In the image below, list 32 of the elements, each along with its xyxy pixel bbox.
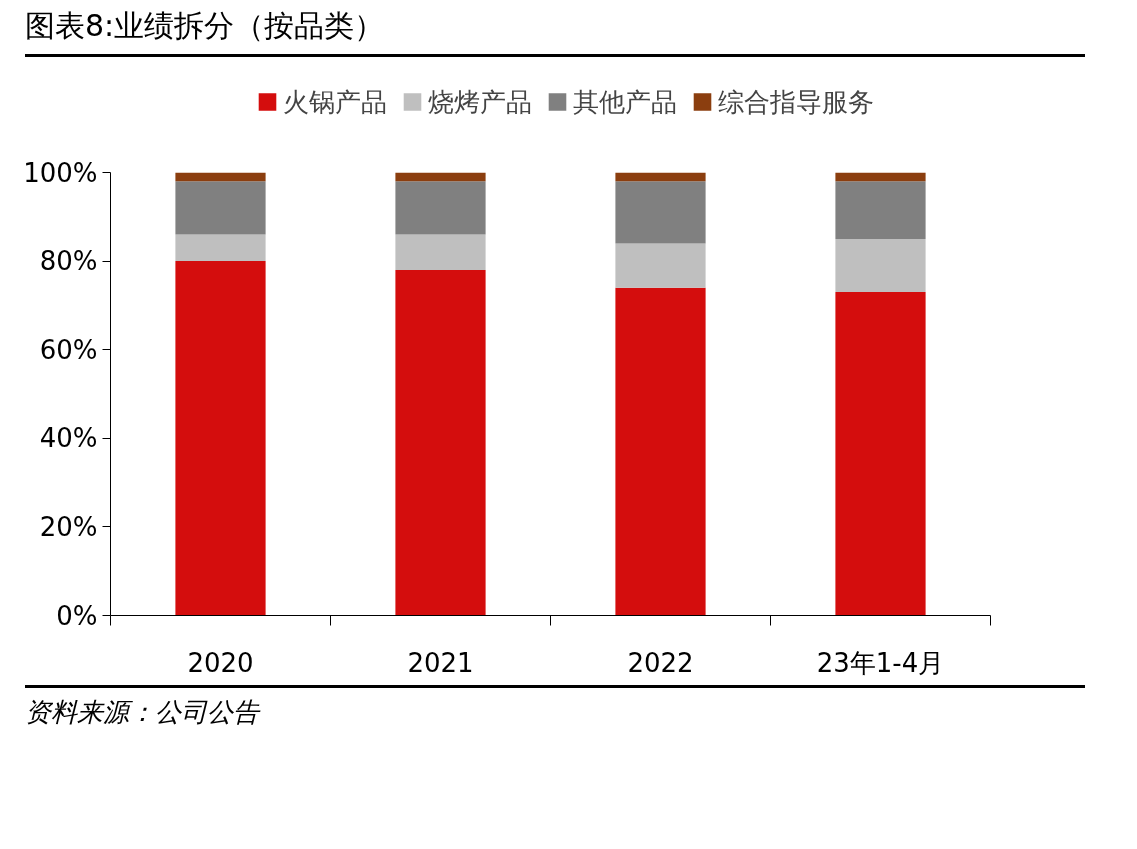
bar [175, 234, 266, 261]
bar [395, 172, 486, 182]
bar [615, 287, 706, 616]
y-tick-label: 0% [56, 600, 98, 631]
legend-label: 烧烤产品 [428, 85, 532, 119]
y-tick-label: 40% [39, 423, 98, 454]
legend-label: 其他产品 [573, 85, 677, 119]
bar [615, 181, 706, 244]
y-tick-label: 60% [39, 334, 98, 365]
x-tick-label: 2020 [187, 647, 254, 678]
bar [395, 234, 486, 270]
legend-label: 火锅产品 [283, 85, 387, 119]
bar [175, 181, 266, 235]
x-tick-label: 23年1-4月 [816, 647, 945, 678]
x-tick-label: 2021 [407, 647, 474, 678]
text: 资料来源：公司公告 [25, 695, 259, 729]
y-tick-label: 20% [39, 511, 98, 542]
y-tick-label: 80% [39, 245, 98, 276]
y-tick-label: 100% [23, 157, 98, 188]
bar [835, 238, 926, 292]
chart-title: 图表8:业绩拆分（按品类） [25, 7, 385, 45]
bar [175, 172, 266, 182]
bar [615, 243, 706, 288]
bar [835, 181, 926, 239]
x-tick-label: 2022 [627, 647, 694, 678]
bar [615, 172, 706, 182]
legend-label: 综合指导服务 [718, 85, 874, 119]
bar [835, 291, 926, 616]
bar [395, 181, 486, 235]
bar [175, 260, 266, 616]
bar [395, 269, 486, 616]
bar [835, 172, 926, 182]
